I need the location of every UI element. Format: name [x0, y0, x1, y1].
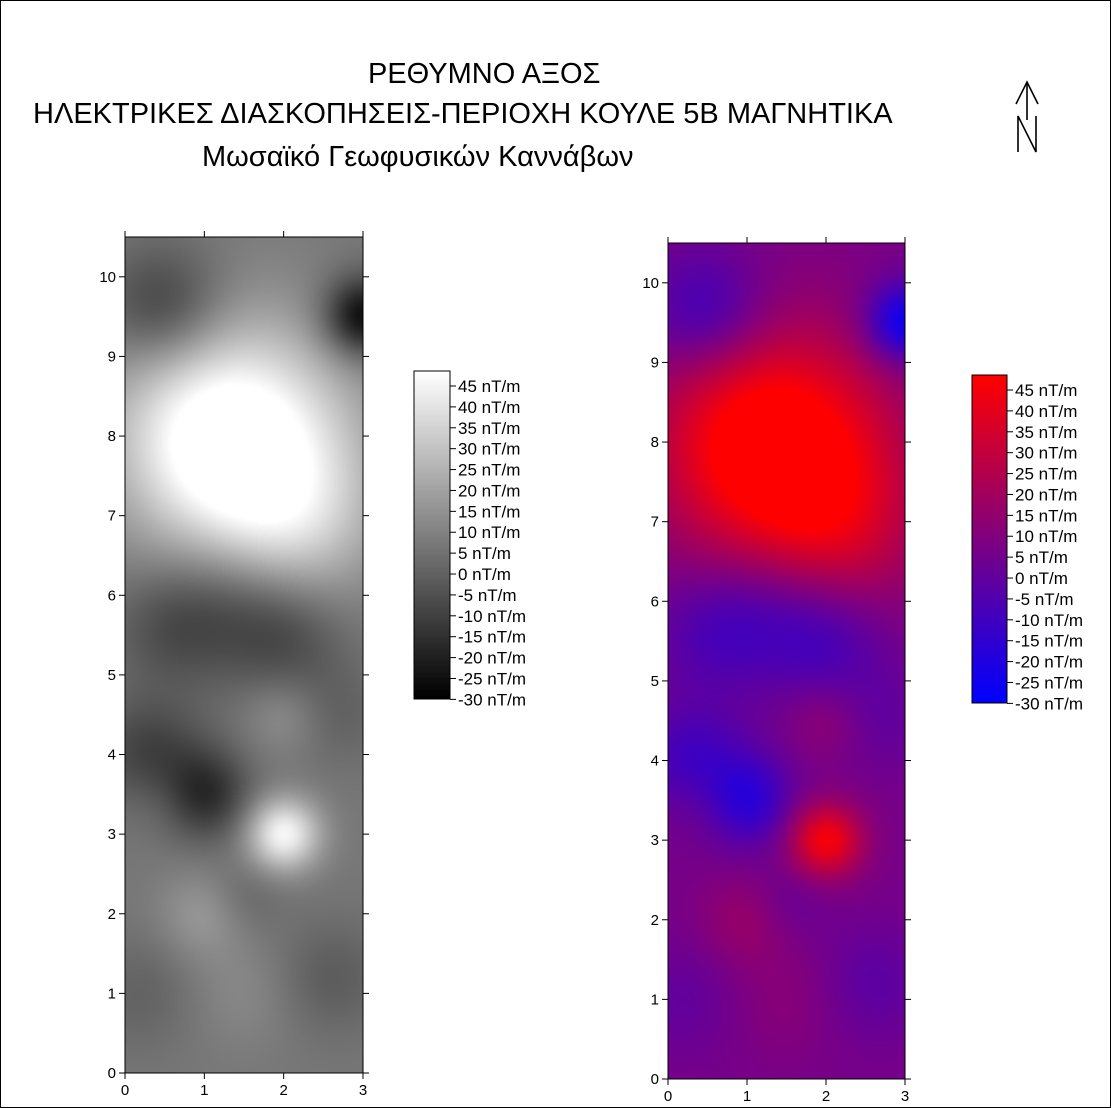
north-arrow-icon — [1015, 80, 1039, 153]
legend-label: 10 nT/m — [458, 523, 520, 542]
legend-label: -5 nT/m — [1015, 590, 1074, 609]
y-tick-label: 1 — [108, 985, 116, 1002]
legend-grayscale: 45 nT/m 40 nT/m 35 nT/m 30 nT/m 25 nT/m20 nT… — [413, 370, 526, 709]
title-line-3: Μωσαϊκό Γεωφυσικών Καννάβων — [202, 141, 634, 173]
legend-label: 40 nT/m — [1015, 402, 1077, 421]
y-tick-label: 0 — [651, 1071, 659, 1088]
y-tick-label: 10 — [642, 275, 659, 292]
x-tick-label: 2 — [822, 1088, 830, 1105]
legend-label: -25 nT/m — [458, 669, 526, 688]
plot-frame-grayscale — [124, 236, 364, 1074]
legend-label: -10 nT/m — [1015, 611, 1083, 630]
legend-label: 5 nT/m — [458, 544, 511, 563]
legend-label: -30 nT/m — [458, 690, 526, 709]
legend-label: -30 nT/m — [1015, 694, 1083, 713]
colorbar-grayscale — [414, 371, 450, 699]
ticks-grayscale: 0 1 2 3 0 1 2 3 4 5 6 7 8 9 10 — [99, 231, 369, 1099]
y-tick-label: 7 — [651, 514, 659, 531]
y-tick-label: 2 — [651, 912, 659, 929]
legend-label: 15 nT/m — [458, 502, 520, 521]
legend-label: 0 nT/m — [458, 565, 511, 584]
y-tick-label: 7 — [108, 508, 116, 525]
y-tick-label: 5 — [108, 667, 116, 684]
legend-label: -5 nT/m — [458, 586, 517, 605]
legend-label: 20 nT/m — [1015, 485, 1077, 504]
legend-label: 30 nT/m — [1015, 444, 1077, 463]
y-tick-label: 9 — [108, 348, 116, 365]
chart-grayscale: 0 1 2 3 0 1 2 3 4 5 6 7 8 9 10 45 nT/m 40 nT/m 35 nT/m 30… — [99, 231, 526, 1099]
y-tick-label: 4 — [108, 747, 116, 764]
legend-label: 25 nT/m — [458, 461, 520, 480]
legend-bluered: 45 nT/m 40 nT/m 35 nT/m 30 nT/m 25 nT/m20 nT… — [971, 374, 1083, 713]
heatmap-bluered-image — [668, 243, 905, 1079]
chart-bluered: 0 1 2 3 0 1 2 3 4 5 6 7 8 9 10 45 nT/m 40 nT/m 35 nT/m 30… — [642, 237, 1083, 1105]
x-tick-label: 0 — [664, 1088, 672, 1105]
y-tick-label: 8 — [651, 434, 659, 451]
x-tick-label: 3 — [901, 1088, 909, 1105]
legend-label: 35 nT/m — [458, 419, 520, 438]
colorbar-frame-grayscale — [413, 370, 451, 700]
legend-label: -20 nT/m — [458, 649, 526, 668]
legend-label: 10 nT/m — [1015, 527, 1077, 546]
legend-label: 25 nT/m — [1015, 465, 1077, 484]
y-tick-label: 1 — [651, 991, 659, 1008]
y-tick-label: 8 — [108, 428, 116, 445]
y-tick-label: 3 — [651, 832, 659, 849]
x-tick-label: 2 — [279, 1082, 287, 1099]
title-line-1: ΡΕΘΥΜΝΟ ΑΞΟΣ — [368, 58, 601, 90]
title-line-2: ΗΛΕΚΤΡΙΚΕΣ ΔΙΑΣΚΟΠΗΣΕΙΣ-ΠΕΡΙΟΧΗ ΚΟΥΛΕ 5Β… — [33, 98, 893, 130]
legend-label: 5 nT/m — [1015, 548, 1068, 567]
x-tick-label: 1 — [743, 1088, 751, 1105]
colorbar-bluered — [972, 375, 1007, 703]
legend-label: -15 nT/m — [1015, 632, 1083, 651]
legend-label: 40 nT/m — [458, 398, 520, 417]
x-tick-label: 3 — [359, 1082, 367, 1099]
legend-label: 0 nT/m — [1015, 569, 1068, 588]
colorbar-frame-bluered — [971, 374, 1008, 704]
legend-label: 35 nT/m — [1015, 423, 1077, 442]
y-tick-label: 6 — [651, 593, 659, 610]
legend-label: 30 nT/m — [458, 440, 520, 459]
legend-label: -10 nT/m — [458, 607, 526, 626]
x-tick-label: 0 — [121, 1082, 129, 1099]
plot-frame-bluered — [667, 242, 906, 1080]
y-tick-label: 6 — [108, 587, 116, 604]
heatmap-grayscale-image — [125, 237, 363, 1073]
legend-label: 45 nT/m — [458, 377, 520, 396]
ticks-bluered: 0 1 2 3 0 1 2 3 4 5 6 7 8 9 10 — [642, 237, 911, 1105]
x-tick-label: 1 — [200, 1082, 208, 1099]
legend-label: -20 nT/m — [1015, 653, 1083, 672]
y-tick-label: 9 — [651, 354, 659, 371]
legend-label: -25 nT/m — [1015, 673, 1083, 692]
legend-label: 45 nT/m — [1015, 381, 1077, 400]
y-tick-label: 10 — [99, 269, 116, 286]
legend-label: 15 nT/m — [1015, 506, 1077, 525]
y-tick-label: 0 — [108, 1065, 116, 1082]
y-tick-label: 4 — [651, 753, 659, 770]
y-tick-label: 3 — [108, 826, 116, 843]
y-tick-label: 2 — [108, 906, 116, 923]
y-tick-label: 5 — [651, 673, 659, 690]
legend-label: 20 nT/m — [458, 481, 520, 500]
legend-label: -15 nT/m — [458, 628, 526, 647]
